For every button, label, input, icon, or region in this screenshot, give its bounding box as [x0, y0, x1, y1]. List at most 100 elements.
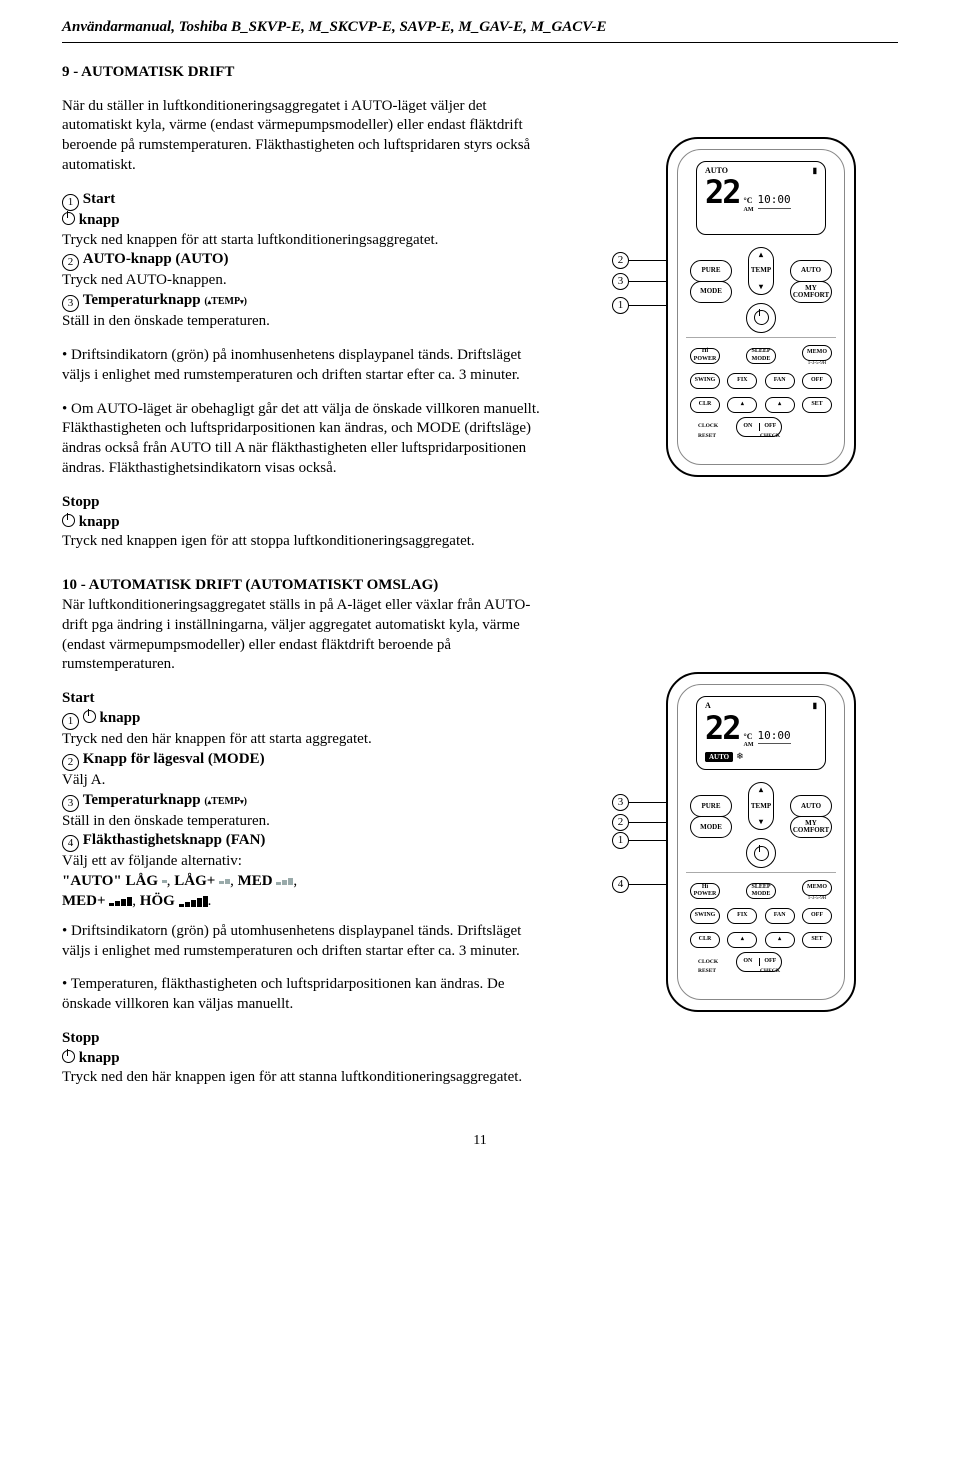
- disp-am: AM: [744, 207, 754, 215]
- s10-step1-text: Tryck ned den här knappen för att starta…: [62, 731, 372, 747]
- clr-button[interactable]: CLR: [690, 397, 720, 413]
- s10-step2-text: Välj A.: [62, 772, 105, 788]
- fanspeed-icon: [109, 897, 132, 906]
- swing-button[interactable]: SWING: [690, 908, 720, 924]
- reset-label: RESET: [698, 968, 716, 975]
- circ-3: 3: [62, 795, 79, 812]
- up-button[interactable]: ▴: [765, 397, 795, 413]
- page-header: Användarmanual, Toshiba B_SKVP-E, M_SKCV…: [62, 18, 898, 38]
- mode-button[interactable]: MODE: [690, 816, 732, 838]
- fix-button[interactable]: FIX: [727, 373, 757, 389]
- s10-start-block: Start 1 knapp Tryck ned den här knappen …: [62, 689, 552, 750]
- temp-label: TEMP: [211, 796, 240, 807]
- power-icon: [62, 514, 75, 527]
- temp-up-icon[interactable]: ▴: [759, 251, 763, 259]
- auto-button[interactable]: AUTO: [790, 260, 832, 282]
- fix-button[interactable]: FIX: [727, 908, 757, 924]
- s9-stop-text: Tryck ned knappen igen för att stoppa lu…: [62, 533, 475, 549]
- fan-button[interactable]: FAN: [765, 373, 795, 389]
- s9-stop-h: Stopp: [62, 494, 100, 510]
- fanspeed-icon: [276, 878, 293, 885]
- s9-step2-h: AUTO-knapp (AUTO): [83, 251, 229, 267]
- disp-am: AM: [744, 742, 754, 750]
- set-button[interactable]: SET: [802, 932, 832, 948]
- memo-button[interactable]: MEMO: [802, 345, 832, 361]
- s10-step3-text: Ställ in den önskade temperaturen.: [62, 813, 270, 829]
- pure-button[interactable]: PURE: [690, 795, 732, 817]
- up-button[interactable]: ▴: [727, 397, 757, 413]
- temp-up-icon[interactable]: ▴: [759, 786, 763, 794]
- s10-intro: När luftkonditioneringsaggregatet ställs…: [62, 597, 530, 672]
- mycomfort-button[interactable]: MYCOMFORT: [790, 816, 832, 838]
- fan-lowplus: LÅG+: [174, 873, 215, 889]
- off-button[interactable]: OFF: [802, 373, 832, 389]
- lead-s10-2: 2: [612, 814, 629, 831]
- s9-start-heading: Start: [83, 191, 116, 207]
- hipower-button[interactable]: Hi POWER: [690, 348, 720, 364]
- s9-step2-block: 2 AUTO-knapp (AUTO) Tryck ned AUTO-knapp…: [62, 250, 552, 291]
- memo-button[interactable]: MEMO: [802, 880, 832, 896]
- disp-temp: 22: [705, 176, 740, 208]
- s10-title-intro: 10 - AUTOMATISK DRIFT (AUTOMATISKT OMSLA…: [62, 576, 552, 675]
- sleep-button[interactable]: SLEEP MODE: [746, 883, 776, 899]
- s10-stop-text: Tryck ned den här knappen igen för att s…: [62, 1069, 522, 1085]
- power-button[interactable]: [746, 838, 776, 868]
- fan-med: MED: [238, 873, 273, 889]
- s10-stop-block: Stopp knapp Tryck ned den här knappen ig…: [62, 1029, 552, 1088]
- mode-button[interactable]: MODE: [690, 281, 732, 303]
- s10-knapp-1: knapp: [100, 710, 141, 726]
- swing-button[interactable]: SWING: [690, 373, 720, 389]
- power-icon: [754, 846, 769, 861]
- circ-2: 2: [62, 754, 79, 771]
- s10-knapp-2: knapp: [79, 1050, 120, 1066]
- s10-bullet-2: • Temperaturen, fläkthastigheten och luf…: [62, 975, 552, 1015]
- circ-3: 3: [62, 295, 79, 312]
- check-label: CHECK: [760, 968, 780, 975]
- disp-deg: °C: [744, 196, 753, 207]
- lead-s9-1: 1: [612, 297, 629, 314]
- s10-step2-block: 2 Knapp för lägesval (MODE) Välj A.: [62, 750, 552, 791]
- s10-step4-text: Välj ett av följande alternativ:: [62, 853, 242, 869]
- s10-step3-h: Temperaturknapp: [83, 792, 201, 808]
- set-button[interactable]: SET: [802, 397, 832, 413]
- disp-time: 10:00: [758, 193, 791, 209]
- clock-label: CLOCK: [698, 959, 718, 966]
- power-button[interactable]: [746, 303, 776, 333]
- lead-s10-1: 1: [612, 832, 629, 849]
- memo-sublabel: 1-3-5-9H: [802, 361, 832, 368]
- lead-s10-3: 3: [612, 794, 629, 811]
- off-button[interactable]: OFF: [802, 908, 832, 924]
- s9-step3-text: Ställ in den önskade temperaturen.: [62, 313, 270, 329]
- up-button[interactable]: ▴: [765, 932, 795, 948]
- s10-step2-h: Knapp för lägesval (MODE): [83, 751, 265, 767]
- fan-high: HÖG: [140, 893, 175, 909]
- remote-display: AUTO▮ 22 °C AM 10:00: [696, 161, 826, 235]
- s10-title: 10 - AUTOMATISK DRIFT (AUTOMATISKT OMSLA…: [62, 577, 438, 593]
- circ-2: 2: [62, 254, 79, 271]
- header-rule: [62, 42, 898, 43]
- remote-control-1: AUTO▮ 22 °C AM 10:00 PURE ▴ TEMP: [666, 137, 856, 477]
- auto-button[interactable]: AUTO: [790, 795, 832, 817]
- power-icon: [83, 710, 96, 723]
- disp-time: 10:00: [758, 729, 791, 745]
- up-button[interactable]: ▴: [727, 932, 757, 948]
- signal-icon: ▮: [813, 166, 817, 177]
- pure-button[interactable]: PURE: [690, 260, 732, 282]
- disp-auto-badge: AUTO: [705, 752, 733, 762]
- disp-deg: °C: [744, 732, 753, 743]
- hipower-button[interactable]: Hi POWER: [690, 883, 720, 899]
- circ-4: 4: [62, 835, 79, 852]
- s9-step3-h: Temperaturknapp: [83, 292, 201, 308]
- sleep-button[interactable]: SLEEP MODE: [746, 348, 776, 364]
- fan-button[interactable]: FAN: [765, 908, 795, 924]
- s10-start-h: Start: [62, 690, 95, 706]
- clr-button[interactable]: CLR: [690, 932, 720, 948]
- check-label: CHECK: [760, 433, 780, 440]
- s9-step3-block: 3 Temperaturknapp (▴TEMP▾) Ställ in den …: [62, 291, 552, 332]
- s9-step1-text: Tryck ned knappen för att starta luftkon…: [62, 232, 438, 248]
- snowflake-icon: ❄: [736, 751, 744, 763]
- s9-knapp-1: knapp: [79, 212, 120, 228]
- mycomfort-button[interactable]: MYCOMFORT: [790, 281, 832, 303]
- circ-1: 1: [62, 194, 79, 211]
- fan-medplus: MED+: [62, 893, 106, 909]
